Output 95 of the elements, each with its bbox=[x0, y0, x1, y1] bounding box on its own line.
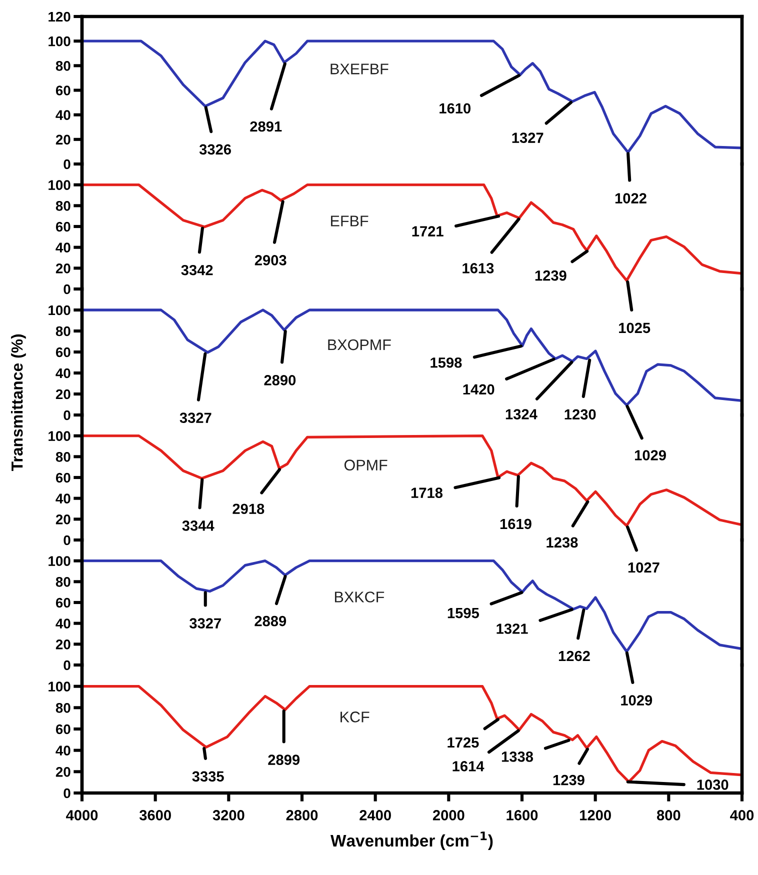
annotation: 1025 bbox=[619, 322, 650, 334]
x-axis-title: Wavenumber (cm$^{−1}$) bbox=[330, 832, 493, 850]
annotation: 3327 bbox=[180, 412, 212, 424]
y-tick-label: 80 bbox=[56, 201, 70, 211]
annotation: 1238 bbox=[546, 537, 578, 548]
y-tick-label: 120 bbox=[48, 12, 70, 22]
y-tick-label: 100 bbox=[48, 556, 70, 566]
annotation: 1029 bbox=[634, 450, 666, 460]
annotation: 1598 bbox=[430, 357, 462, 368]
annotation: 2889 bbox=[254, 616, 286, 626]
annotation: 1613 bbox=[462, 263, 494, 274]
annotation: 1262 bbox=[558, 650, 590, 662]
annotation: 3326 bbox=[199, 144, 231, 155]
y-tick-label: 60 bbox=[56, 347, 70, 358]
y-tick-label: 0 bbox=[64, 788, 70, 798]
annotation: 1029 bbox=[621, 695, 652, 706]
y-tick-label: 20 bbox=[56, 264, 70, 274]
annotation: 2891 bbox=[250, 121, 282, 132]
x-tick-label: 1200 bbox=[580, 810, 611, 820]
annotation: 1595 bbox=[448, 608, 480, 618]
series-label: BXEFBF bbox=[330, 64, 388, 74]
annotation: 1718 bbox=[411, 488, 443, 498]
y-axis-title: Transmittance (%) bbox=[11, 334, 26, 472]
x-tick-label: 2000 bbox=[432, 810, 464, 820]
annotation: 1230 bbox=[564, 409, 596, 420]
annotation: 1239 bbox=[535, 270, 566, 281]
series-label: KCF bbox=[340, 712, 370, 722]
y-tick-label: 40 bbox=[56, 746, 70, 756]
x-tick-label: 400 bbox=[730, 810, 754, 820]
y-tick-label: 40 bbox=[56, 110, 70, 120]
annotation: 1027 bbox=[628, 562, 660, 573]
annotation: 2918 bbox=[232, 504, 264, 514]
y-tick-label: 0 bbox=[64, 535, 70, 546]
annotation: 1614 bbox=[452, 761, 484, 772]
x-tick-label: 4000 bbox=[66, 810, 98, 820]
annotation: 3342 bbox=[181, 264, 213, 276]
y-tick-label: 40 bbox=[56, 242, 70, 253]
y-tick-label: 100 bbox=[48, 36, 70, 46]
x-tick-label: 2400 bbox=[360, 810, 391, 820]
y-tick-label: 80 bbox=[56, 326, 70, 336]
y-tick-label: 80 bbox=[56, 452, 70, 462]
annotation: 3327 bbox=[190, 618, 221, 629]
annotation: 2903 bbox=[254, 255, 286, 266]
y-tick-label: 100 bbox=[48, 180, 70, 190]
annotation: 1610 bbox=[440, 103, 471, 114]
annotation: 1022 bbox=[615, 193, 646, 204]
y-tick-label: 100 bbox=[48, 682, 70, 692]
y-tick-label: 80 bbox=[56, 577, 70, 587]
y-tick-label: 60 bbox=[56, 724, 70, 734]
y-tick-label: 40 bbox=[56, 368, 70, 378]
annotation: 1619 bbox=[500, 518, 532, 530]
y-tick-label: 0 bbox=[64, 660, 70, 670]
y-tick-label: 60 bbox=[56, 598, 70, 608]
annotation: 1420 bbox=[463, 384, 494, 395]
x-tick-label: 800 bbox=[656, 810, 680, 820]
y-tick-label: 40 bbox=[56, 618, 70, 629]
annotation: 1321 bbox=[496, 624, 528, 634]
y-tick-label: 60 bbox=[56, 222, 70, 232]
text: EFBF bbox=[331, 216, 368, 226]
annotation: 1239 bbox=[553, 774, 584, 786]
y-tick-label: 20 bbox=[56, 389, 70, 400]
x-tick-label: 1600 bbox=[506, 810, 538, 820]
annotation: 2890 bbox=[264, 375, 296, 386]
annotation: 1725 bbox=[448, 737, 479, 748]
x-tick-label: 2800 bbox=[286, 810, 318, 820]
line-series bbox=[82, 308, 742, 406]
y-tick-label: 20 bbox=[56, 514, 70, 524]
y-tick-label: 60 bbox=[56, 472, 70, 483]
annotation: 1721 bbox=[412, 226, 444, 236]
annotation: 3335 bbox=[192, 771, 224, 782]
y-tick-label: 20 bbox=[56, 767, 70, 777]
y-tick-label: 100 bbox=[48, 305, 70, 316]
y-tick-label: 0 bbox=[64, 159, 70, 170]
y-tick-label: 60 bbox=[56, 86, 70, 96]
text: BXKCF bbox=[334, 592, 384, 602]
y-tick-label: 0 bbox=[64, 284, 70, 294]
annotation: 1030 bbox=[697, 780, 728, 790]
annotation: 1324 bbox=[506, 409, 538, 420]
series-label: OPMF bbox=[344, 460, 388, 470]
line-series bbox=[82, 184, 742, 282]
y-tick-label: 100 bbox=[48, 431, 70, 442]
x-tick-label: 3200 bbox=[212, 810, 244, 820]
annotation: 1327 bbox=[512, 132, 544, 143]
annotation: 3344 bbox=[182, 520, 214, 531]
y-tick-label: 80 bbox=[56, 61, 70, 71]
annotation: 1338 bbox=[502, 752, 534, 762]
y-tick-label: 40 bbox=[56, 494, 70, 504]
annotation: 2899 bbox=[268, 754, 300, 765]
y-tick-label: 80 bbox=[56, 703, 70, 713]
x-tick-label: 3600 bbox=[139, 810, 171, 820]
series-label: BXOPMF bbox=[328, 339, 391, 350]
y-tick-label: 20 bbox=[56, 134, 70, 145]
y-tick-label: 20 bbox=[56, 640, 70, 650]
y-tick-label: 0 bbox=[64, 410, 70, 420]
line-series bbox=[82, 40, 742, 154]
